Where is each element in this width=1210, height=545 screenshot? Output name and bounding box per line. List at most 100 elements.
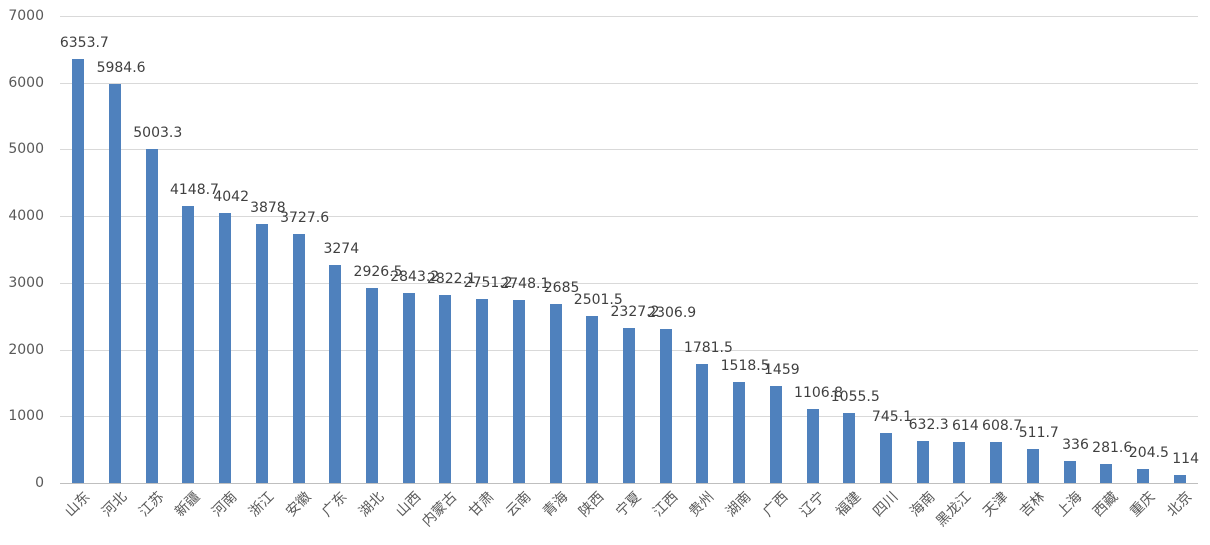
bar [402, 293, 415, 483]
x-tick-label: 江苏 [135, 489, 168, 521]
data-label: 5003.3 [133, 125, 183, 142]
bar [1100, 464, 1113, 483]
data-label: 2751.2 [463, 275, 513, 292]
data-label: 114 [1172, 451, 1200, 468]
bar [1026, 448, 1039, 483]
x-tick-label: 甘肃 [466, 489, 498, 521]
x-tick-label: 北京 [1163, 489, 1195, 521]
bar [329, 264, 342, 483]
bar [586, 316, 599, 483]
data-label: 1055.5 [830, 388, 880, 405]
x-tick-label: 上海 [1053, 489, 1085, 521]
data-label: 336 [1062, 436, 1089, 453]
data-label: 2306.9 [647, 305, 697, 322]
data-label: 1459 [764, 361, 800, 378]
bar [439, 294, 452, 483]
y-tick-label: 0 [35, 475, 44, 491]
x-tick-label: 湖北 [356, 489, 388, 521]
x-tick-label: 宁夏 [613, 489, 645, 521]
bar [182, 206, 195, 483]
x-tick-label: 新疆 [172, 489, 204, 521]
x-tick-label: 山西 [392, 489, 425, 521]
x-tick-label: 天津 [980, 489, 1012, 521]
data-label: 511.7 [1018, 424, 1059, 441]
data-label: 1781.5 [683, 340, 733, 357]
bar [953, 442, 966, 483]
x-axis-line [60, 483, 1198, 484]
data-label: 632.3 [908, 416, 949, 433]
bar [72, 59, 85, 483]
data-label: 2748.1 [500, 275, 550, 292]
data-label: 2843.2 [390, 269, 440, 286]
data-label: 745.1 [871, 409, 912, 426]
gridline [60, 83, 1198, 84]
data-label: 2822.1 [426, 270, 476, 287]
y-tick-label: 6000 [8, 74, 44, 91]
y-tick-label: 1000 [8, 408, 44, 425]
bar [476, 299, 489, 483]
gridline [60, 216, 1198, 217]
bar [1173, 475, 1186, 483]
bar [990, 442, 1003, 483]
bar [733, 381, 746, 483]
gridline [60, 283, 1198, 284]
x-tick-label: 山东 [62, 489, 94, 521]
bar [366, 287, 379, 483]
y-tick-label: 4000 [8, 208, 44, 225]
x-tick-label: 广东 [319, 489, 351, 521]
bar [1063, 460, 1076, 483]
bar [549, 303, 562, 483]
data-label: 204.5 [1128, 445, 1169, 462]
bar [879, 433, 892, 483]
bar [769, 385, 782, 483]
data-label: 6353.7 [59, 35, 109, 52]
x-tick-label: 河北 [99, 489, 131, 521]
x-tick-label: 河南 [209, 489, 241, 521]
bar [109, 83, 122, 483]
data-label: 3727.6 [280, 210, 330, 227]
bar [512, 299, 525, 483]
data-label: 608.7 [982, 418, 1023, 435]
data-label: 1106.8 [794, 385, 844, 402]
bar [696, 364, 709, 483]
data-label: 3274 [323, 240, 360, 257]
data-label: 2327.2 [610, 303, 660, 320]
data-label: 3878 [250, 200, 286, 217]
bar [292, 234, 305, 483]
x-tick-label: 福建 [833, 489, 865, 521]
y-tick-label: 3000 [8, 274, 44, 291]
x-tick-label: 海南 [906, 489, 938, 521]
gridline [60, 149, 1198, 150]
bar [806, 409, 819, 483]
data-label: 4148.7 [169, 182, 219, 199]
x-tick-label: 贵州 [686, 489, 718, 521]
bar [145, 149, 158, 483]
bar [255, 224, 268, 483]
bar [916, 440, 929, 483]
x-tick-label: 江西 [649, 489, 682, 521]
data-label: 2926.5 [353, 263, 403, 280]
x-tick-label: 浙江 [246, 489, 278, 521]
data-label: 614 [952, 418, 979, 435]
gridline [60, 16, 1198, 17]
y-tick-label: 7000 [8, 8, 44, 24]
bar [623, 327, 635, 483]
x-tick-label: 青海 [539, 489, 571, 521]
data-label: 5984.6 [96, 59, 146, 76]
x-tick-label: 云南 [503, 489, 535, 521]
x-tick-label: 西藏 [1090, 489, 1122, 521]
x-tick-label: 陕西 [576, 489, 608, 521]
data-label: 281.6 [1092, 440, 1133, 457]
x-tick-label: 吉林 [1016, 489, 1049, 521]
data-label: 4042 [213, 189, 250, 206]
x-tick-label: 广西 [760, 489, 792, 521]
y-tick-label: 5000 [8, 141, 44, 158]
data-label: 1518.5 [720, 357, 770, 374]
x-tick-label: 辽宁 [796, 489, 828, 521]
x-tick-label: 湖南 [723, 489, 755, 521]
x-tick-label: 黑龙江 [933, 489, 975, 531]
bar [1136, 469, 1149, 483]
bar [659, 329, 672, 483]
x-tick-label: 内蒙古 [419, 489, 461, 531]
